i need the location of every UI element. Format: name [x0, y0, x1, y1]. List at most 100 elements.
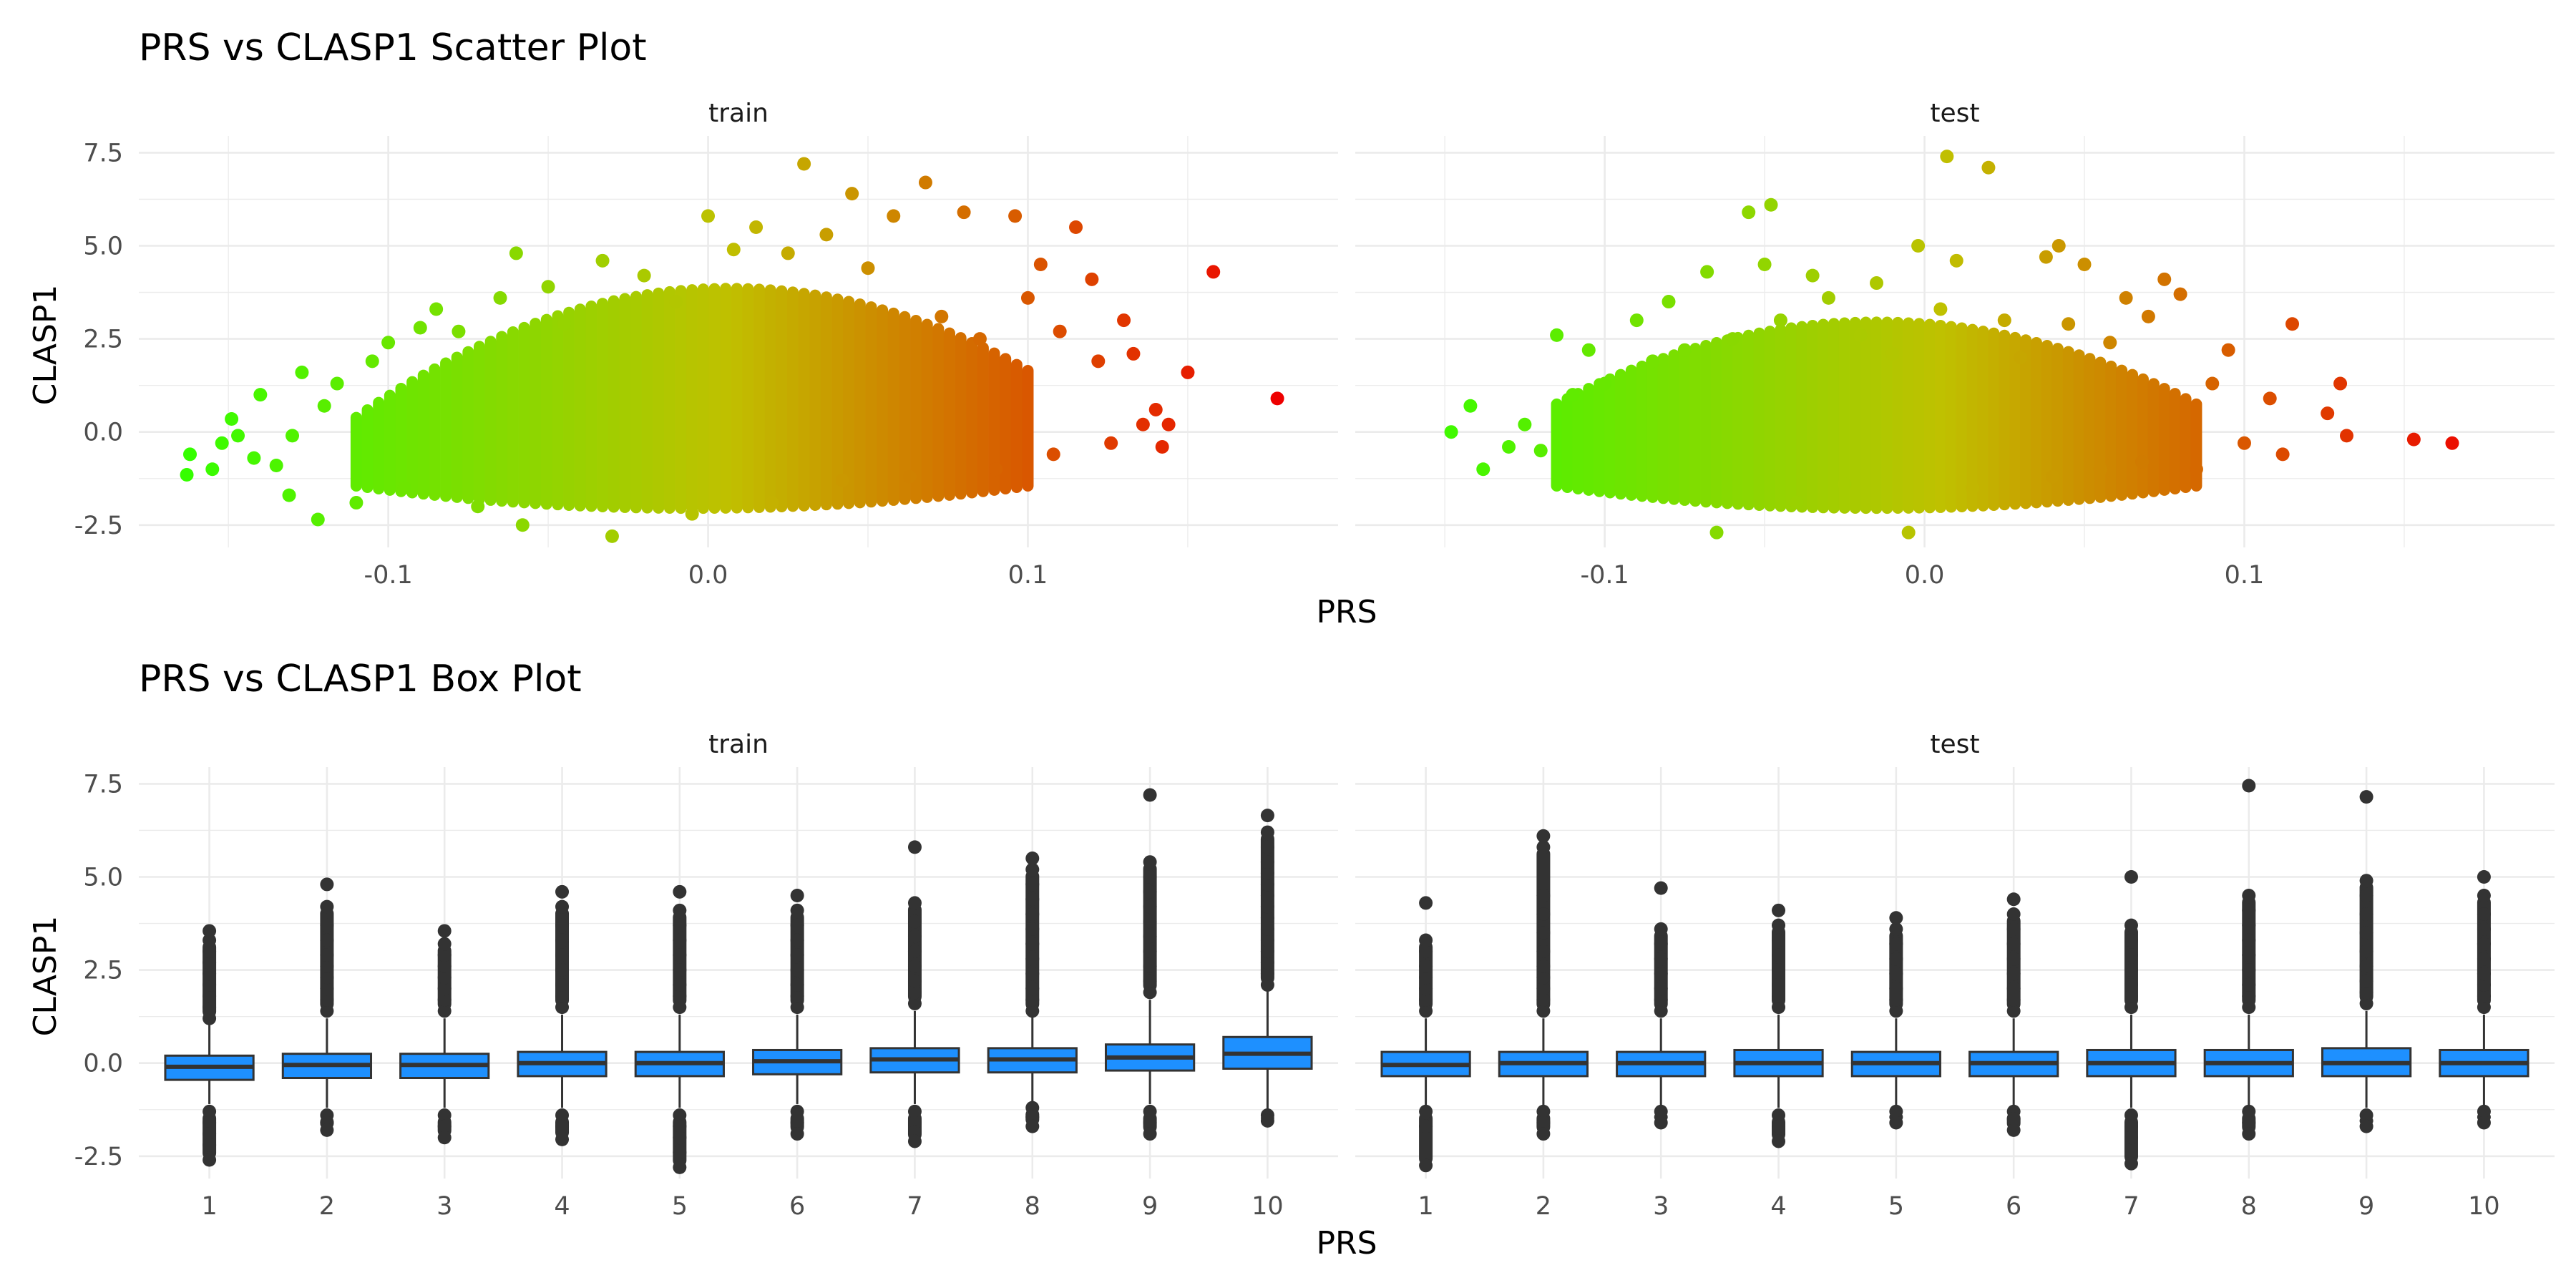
box-outlier: [2124, 1108, 2138, 1123]
scatter-density-band: [2180, 393, 2192, 493]
box-x-tick-label: 1: [1418, 1192, 1433, 1221]
scatter-point: [1901, 525, 1916, 540]
scatter-point: [1700, 265, 1714, 279]
box-10: [1222, 809, 1313, 1128]
scatter-density-band: [530, 318, 542, 509]
box-outlier: [1419, 933, 1433, 947]
box-2: [281, 877, 373, 1137]
scatter-point: [765, 496, 779, 510]
box-outlier: [1536, 829, 1551, 843]
box-outlier: [907, 840, 922, 854]
scatter-density-band: [753, 283, 766, 513]
scatter-x-tick-label: -0.1: [364, 561, 412, 590]
scatter-point: [2321, 406, 2335, 421]
scatter-point: [541, 280, 555, 294]
scatter-density-band: [585, 301, 597, 512]
box-x-tick-label: 3: [436, 1192, 452, 1221]
scatter-point: [887, 209, 901, 223]
scatter-density-band: [2041, 339, 2053, 508]
box-outlier: [555, 899, 570, 914]
box-outlier: [2359, 985, 2373, 1000]
box-outlier: [1536, 959, 1551, 973]
scatter-density-band: [1870, 316, 1883, 514]
scatter-density-band: [597, 298, 609, 512]
scatter-plot-title: PRS vs CLASP1 Scatter Plot: [139, 26, 647, 69]
scatter-point: [2119, 291, 2133, 305]
scatter-point: [2263, 391, 2277, 406]
box-outlier: [1025, 967, 1040, 981]
box-outlier: [2124, 963, 2138, 977]
scatter-y-tick-label: -2.5: [74, 512, 123, 540]
box-outlier: [2242, 948, 2256, 962]
box-outlier: [1536, 840, 1551, 854]
scatter-point: [1838, 477, 1852, 492]
scatter-point: [493, 291, 507, 305]
box-outlier: [2359, 874, 2373, 888]
scatter-point: [330, 376, 344, 391]
box-outlier: [1025, 1119, 1040, 1133]
box-outlier: [1889, 982, 1903, 996]
box-outlier: [1143, 899, 1157, 914]
box-outlier: [1260, 1113, 1274, 1128]
box-outlier: [907, 914, 922, 929]
box-x-tick-label: 1: [201, 1192, 217, 1221]
box-outlier: [673, 1131, 687, 1145]
scatter-point: [1940, 150, 1954, 164]
box-outlier: [1889, 1116, 1903, 1130]
scatter-point: [2205, 376, 2220, 391]
box-outlier: [1654, 1116, 1668, 1130]
box-outlier: [437, 1119, 452, 1133]
scatter-panel-train: -2.5 0.0 2.5 5.0 7.5 -0.1 0.0 0.1: [74, 136, 1338, 590]
box-outlier: [1143, 870, 1157, 884]
scatter-density-band: [563, 306, 575, 511]
box-outlier: [2477, 1116, 2491, 1130]
box-outlier: [2006, 982, 2021, 996]
scatter-point: [1148, 402, 1163, 416]
box-x-tick-label: 6: [789, 1192, 805, 1221]
box-7: [2086, 870, 2177, 1171]
box-9: [1104, 788, 1196, 1141]
box-outlier: [1419, 992, 1433, 1007]
scatter-point: [1069, 220, 1083, 234]
box-outlier: [203, 989, 217, 1003]
box-outlier: [1889, 922, 1903, 936]
box-outlier: [673, 1119, 687, 1133]
scatter-point: [1104, 436, 1118, 450]
scatter-density-band: [1785, 322, 1797, 512]
scatter-point: [1046, 447, 1060, 462]
box-outlier: [1260, 933, 1274, 947]
scatter-density-band: [1742, 329, 1755, 511]
scatter-facet-test-label: test: [1930, 99, 1979, 128]
scatter-density-band: [854, 298, 866, 509]
scatter-point: [183, 447, 197, 462]
scatter-point: [1533, 444, 1548, 458]
scatter-point: [1053, 324, 1067, 338]
box-outlier: [673, 933, 687, 947]
box-outlier: [555, 933, 570, 947]
box-outlier: [1772, 948, 1786, 962]
scatter-density-band: [2116, 364, 2128, 501]
scatter-point: [1805, 268, 1820, 283]
scatter-point: [311, 512, 325, 527]
box-plot-title: PRS vs CLASP1 Box Plot: [139, 658, 582, 701]
box-outlier: [2124, 989, 2138, 1003]
box-x-tick-label: 6: [2006, 1192, 2021, 1221]
scatter-density-band: [1903, 317, 1915, 514]
box-outlier: [1772, 933, 1786, 947]
box-outlier: [1260, 911, 1274, 925]
scatter-point: [595, 253, 610, 268]
scatter-point: [509, 246, 523, 260]
scatter-point: [2045, 469, 2059, 484]
box-outlier: [2477, 937, 2491, 951]
box-outlier: [1419, 1158, 1433, 1173]
scatter-density-band: [2051, 343, 2064, 507]
box-outlier: [673, 989, 687, 1003]
box-outlier: [1025, 992, 1040, 1007]
box-outlier: [2006, 992, 2021, 1007]
box-outlier: [2359, 1108, 2373, 1123]
scatter-point: [1117, 313, 1131, 328]
scatter-density-band: [2127, 369, 2139, 500]
scatter-density-band: [2137, 373, 2149, 499]
box-1: [1380, 896, 1471, 1173]
scatter-point: [247, 451, 261, 465]
